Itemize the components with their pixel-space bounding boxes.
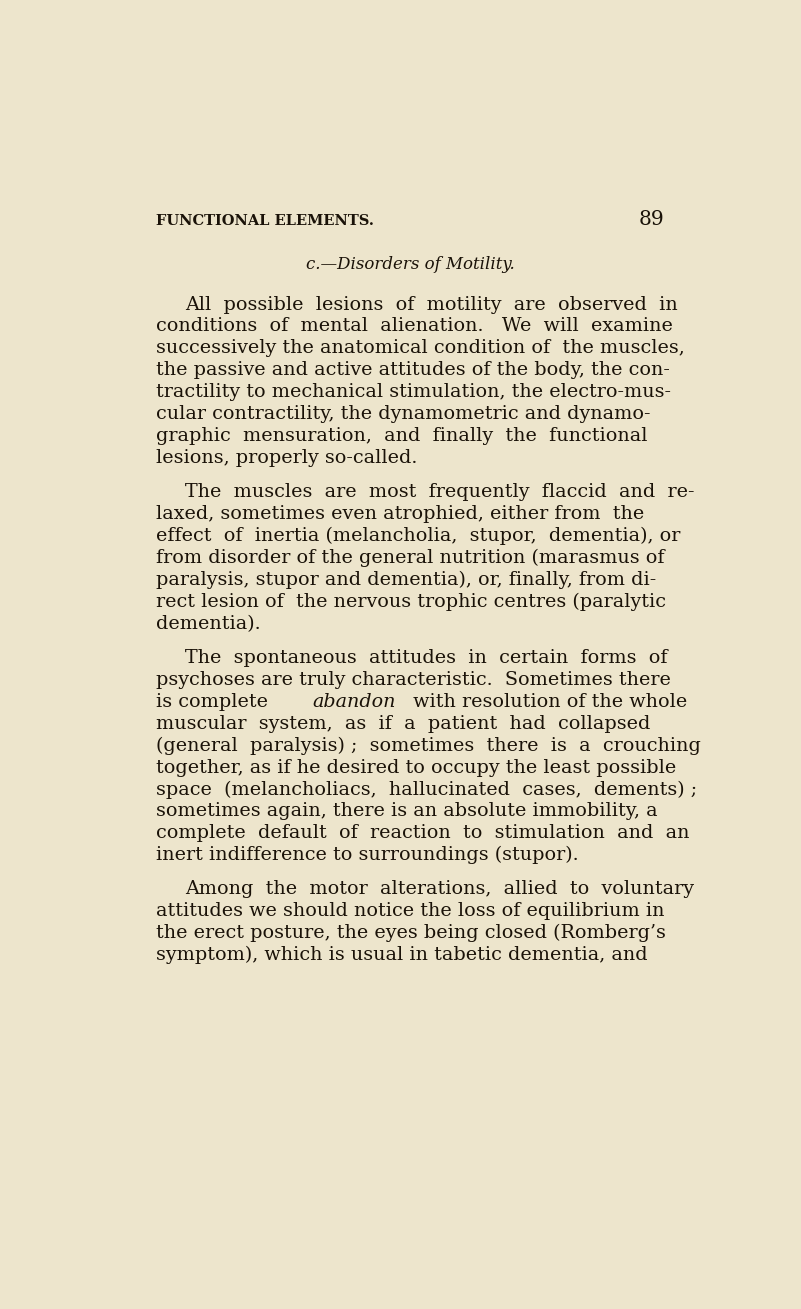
Text: symptom), which is usual in tabetic dementia, and: symptom), which is usual in tabetic deme… <box>156 946 647 965</box>
Text: FUNCTIONAL ELEMENTS.: FUNCTIONAL ELEMENTS. <box>156 213 374 228</box>
Text: abandon: abandon <box>312 692 396 711</box>
Text: rect lesion of  the nervous trophic centres (paralytic: rect lesion of the nervous trophic centr… <box>156 593 666 611</box>
Text: psychoses are truly characteristic.  Sometimes there: psychoses are truly characteristic. Some… <box>156 670 670 689</box>
Text: inert indifference to surroundings (stupor).: inert indifference to surroundings (stup… <box>156 846 578 864</box>
Text: muscular  system,  as  if  a  patient  had  collapsed: muscular system, as if a patient had col… <box>156 715 650 733</box>
Text: graphic  mensuration,  and  finally  the  functional: graphic mensuration, and finally the fun… <box>156 427 647 445</box>
Text: space  (melancholiacs,  hallucinated  cases,  dements) ;: space (melancholiacs, hallucinated cases… <box>156 780 697 798</box>
Text: tractility to mechanical stimulation, the electro-mus-: tractility to mechanical stimulation, th… <box>156 384 671 402</box>
Text: sometimes again, there is an absolute immobility, a: sometimes again, there is an absolute im… <box>156 802 658 821</box>
Text: complete  default  of  reaction  to  stimulation  and  an: complete default of reaction to stimulat… <box>156 825 690 843</box>
Text: (general  paralysis) ;  sometimes  there  is  a  crouching: (general paralysis) ; sometimes there is… <box>156 737 701 754</box>
Text: lesions, properly so-called.: lesions, properly so-called. <box>156 449 417 467</box>
Text: dementia).: dementia). <box>156 615 260 632</box>
Text: The  spontaneous  attitudes  in  certain  forms  of: The spontaneous attitudes in certain for… <box>185 649 668 666</box>
Text: 89: 89 <box>638 209 664 229</box>
Text: is complete: is complete <box>156 692 274 711</box>
Text: successively the anatomical condition of  the muscles,: successively the anatomical condition of… <box>156 339 685 357</box>
Text: attitudes we should notice the loss of equilibrium in: attitudes we should notice the loss of e… <box>156 902 664 920</box>
Text: effect  of  inertia (melancholia,  stupor,  dementia), or: effect of inertia (melancholia, stupor, … <box>156 526 680 545</box>
Text: c.—Disorders of Motility.: c.—Disorders of Motility. <box>306 255 514 272</box>
Text: All  possible  lesions  of  motility  are  observed  in: All possible lesions of motility are obs… <box>185 296 678 314</box>
Text: laxed, sometimes even atrophied, either from  the: laxed, sometimes even atrophied, either … <box>156 505 644 524</box>
Text: paralysis, stupor and dementia), or, finally, from di-: paralysis, stupor and dementia), or, fin… <box>156 571 656 589</box>
Text: The  muscles  are  most  frequently  flaccid  and  re-: The muscles are most frequently flaccid … <box>185 483 695 501</box>
Text: the passive and active attitudes of the body, the con-: the passive and active attitudes of the … <box>156 361 670 380</box>
Text: with resolution of the whole: with resolution of the whole <box>407 692 687 711</box>
Text: conditions  of  mental  alienation.   We  will  examine: conditions of mental alienation. We will… <box>156 318 673 335</box>
Text: cular contractility, the dynamometric and dynamo-: cular contractility, the dynamometric an… <box>156 406 650 423</box>
Text: from disorder of the general nutrition (marasmus of: from disorder of the general nutrition (… <box>156 548 664 567</box>
Text: together, as if he desired to occupy the least possible: together, as if he desired to occupy the… <box>156 759 676 776</box>
Text: the erect posture, the eyes being closed (Romberg’s: the erect posture, the eyes being closed… <box>156 924 666 942</box>
Text: Among  the  motor  alterations,  allied  to  voluntary: Among the motor alterations, allied to v… <box>185 881 694 898</box>
